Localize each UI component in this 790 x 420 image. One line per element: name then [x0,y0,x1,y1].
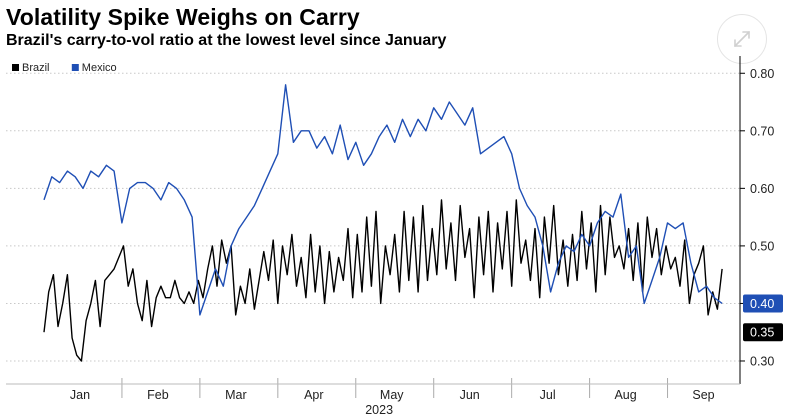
legend-swatch-mexico [71,64,79,71]
badge-brazil [743,323,783,342]
x-tick-label-jun: Jun [460,388,480,402]
gridlines [6,72,740,362]
expand-arrows-icon [734,31,750,47]
x-tick-label-mar: Mar [225,388,247,402]
series-line-mexico [43,84,723,316]
series-lines [43,84,723,362]
y-tick-label: 0.60 [750,182,774,196]
y-tick-label: 0.70 [750,124,774,138]
x-tick-label-aug: Aug [614,388,636,402]
x-tick-label-apr: Apr [304,388,323,402]
x-tick-label-jan: Jan [70,388,90,402]
legend-swatch-brazil [12,64,19,71]
month-dividers [121,378,669,398]
x-tick-label-jul: Jul [540,388,556,402]
badge-label-brazil: 0.35 [750,326,774,340]
y-tick-label: 0.80 [750,67,774,81]
x-tick-label-may: May [380,388,404,402]
axes: 0.30 0.40 0.50 0.60 0.70 0.80 Jan Feb Mar Apr May J… [6,56,774,417]
legend-label-mexico: Mexico [82,62,117,74]
chart-title: Volatility Spike Weighs on Carry [6,4,360,30]
x-tick-label-feb: Feb [147,388,169,402]
chart-subtitle: Brazil's carry-to-vol ratio at the lowes… [6,32,447,49]
y-tick-label: 0.50 [750,239,774,253]
x-axis-year-label: 2023 [365,403,393,417]
badge-mexico [743,294,783,313]
last-value-badges: 0.35 0.40 [743,294,783,342]
legend-label-brazil: Brazil [22,62,50,74]
legend: Brazil Mexico [12,62,117,74]
expand-button[interactable] [717,14,767,64]
badge-label-mexico: 0.40 [750,297,774,311]
x-tick-label-sep: Sep [692,388,714,402]
y-tick-label: 0.30 [750,354,774,368]
series-line-brazil [43,199,723,362]
